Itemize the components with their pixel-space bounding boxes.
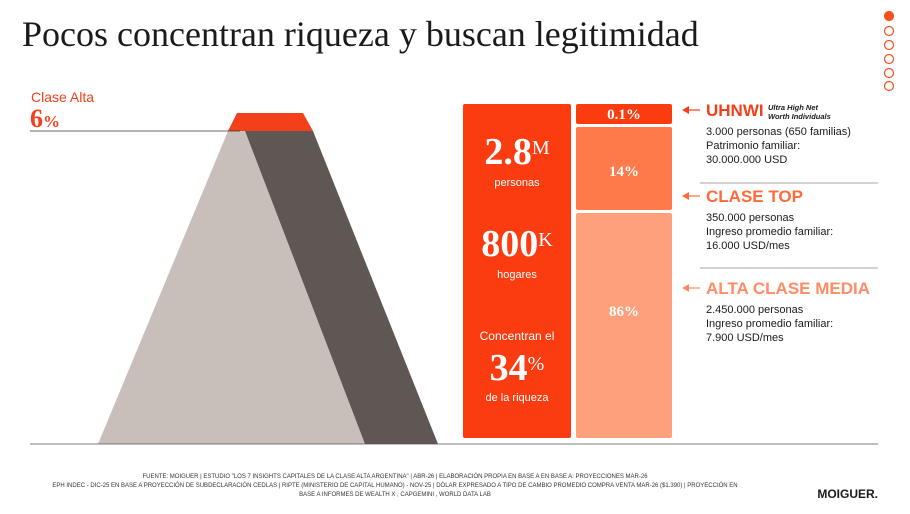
group-subtitle: Worth Individuals bbox=[768, 112, 831, 121]
stat-number: 800 bbox=[481, 223, 538, 265]
stat-unit: K bbox=[538, 229, 553, 251]
nav-dot[interactable] bbox=[883, 80, 895, 92]
group-title: CLASE TOP bbox=[706, 187, 803, 206]
pyramid-value: 6% bbox=[30, 104, 60, 133]
source-line: BASE A INFORMES DE WEALTH X , CAPGEMINI … bbox=[299, 492, 491, 498]
segment-media bbox=[576, 213, 672, 438]
stat-value: 800K bbox=[481, 223, 553, 265]
stat-number: 34 bbox=[490, 347, 528, 389]
stat-number: 2.8 bbox=[484, 131, 532, 173]
nav-dot[interactable] bbox=[883, 39, 895, 51]
segment-label: 14% bbox=[609, 164, 639, 180]
arrow-head bbox=[682, 284, 689, 292]
source-line: EPH INDEC - DIC-25 EN BASE A PROYECCIÓN … bbox=[52, 482, 737, 489]
group-line: 30.000.000 USD bbox=[706, 154, 787, 166]
pyramid-top bbox=[228, 113, 313, 131]
segment-label: 0.1% bbox=[607, 107, 641, 123]
segment-top bbox=[576, 127, 672, 210]
pyramid-label: Clase Alta bbox=[31, 89, 94, 105]
group-line: 350.000 personas bbox=[706, 212, 795, 224]
pyramid-dark-face bbox=[245, 131, 438, 444]
segment-uhnwi bbox=[576, 104, 672, 124]
stat-value: 2.8M bbox=[484, 131, 550, 173]
group-subtitle: Ultra High Net bbox=[768, 103, 819, 112]
nav-dot[interactable] bbox=[883, 53, 895, 65]
group-line: 16.000 USD/mes bbox=[706, 240, 790, 252]
stat-label: de la riqueza bbox=[486, 392, 550, 404]
stat-prefix: Concentran el bbox=[480, 329, 555, 343]
arrow-head bbox=[682, 106, 689, 114]
stat-unit: % bbox=[528, 353, 545, 375]
title: Pocos concentran riqueza y buscan legiti… bbox=[22, 14, 699, 54]
stat-label: personas bbox=[494, 177, 540, 189]
stats-panel bbox=[463, 104, 571, 438]
pyramid-light-face bbox=[98, 131, 365, 444]
group-line: Patrimonio familiar: bbox=[706, 140, 800, 152]
stat-value: 34% bbox=[490, 347, 545, 389]
logo: MOIGUER. bbox=[817, 487, 878, 501]
arrow-head bbox=[682, 192, 689, 200]
group-line: 2.450.000 personas bbox=[706, 304, 804, 316]
segment-label: 86% bbox=[609, 304, 639, 320]
nav-dot[interactable] bbox=[883, 67, 895, 79]
group-line: Ingreso promedio familiar: bbox=[706, 226, 833, 238]
pyramid-number: 6 bbox=[30, 104, 43, 133]
source-line: FUENTE: MOIGUER | ESTUDIO "LOS 7 INSIGHT… bbox=[142, 473, 648, 480]
group-line: Ingreso promedio familiar: bbox=[706, 318, 833, 330]
nav-dots bbox=[883, 10, 895, 92]
group-title: ALTA CLASE MEDIA bbox=[706, 279, 870, 298]
group-line: 7.900 USD/mes bbox=[706, 332, 784, 344]
stat-label: hogares bbox=[497, 269, 537, 281]
pyramid-unit: % bbox=[43, 112, 60, 131]
stat-unit: M bbox=[532, 137, 550, 159]
nav-dot-active[interactable] bbox=[883, 10, 895, 22]
nav-dot[interactable] bbox=[883, 25, 895, 37]
group-title: UHNWI bbox=[706, 101, 764, 120]
group-line: 3.000 personas (650 familias) bbox=[706, 126, 851, 138]
